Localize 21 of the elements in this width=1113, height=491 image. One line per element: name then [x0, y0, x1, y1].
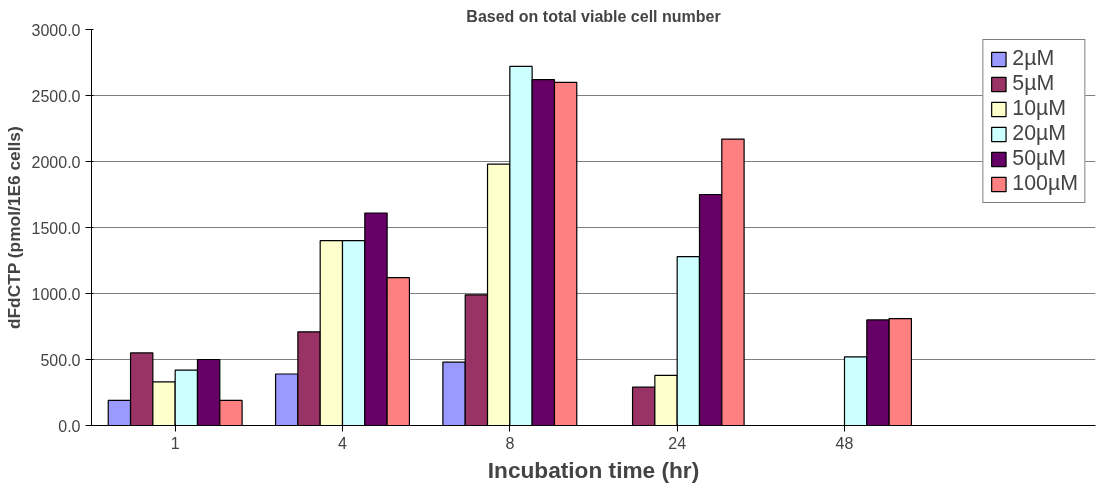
x-axis-title: Incubation time (hr) [487, 456, 700, 483]
legend-label: 20µM [1012, 121, 1067, 146]
x-tick-label: 24 [668, 434, 687, 452]
y-tick-label: 2500.0 [31, 87, 81, 105]
y-axis-title: dFdCTP (pmol/1E6 cells) [3, 126, 24, 330]
x-tick-label: 1 [170, 434, 180, 452]
chart-title: Based on total viable cell number [466, 7, 721, 25]
legend-label: 50µM [1012, 146, 1067, 171]
y-tick-label: 3000.0 [31, 21, 81, 39]
y-tick-label: 0.0 [58, 417, 81, 435]
x-tick-label: 48 [835, 434, 854, 452]
y-tick-label: 500.0 [40, 351, 81, 369]
x-tick-label: 4 [338, 434, 348, 452]
legend-label: 10µM [1012, 96, 1067, 121]
legend-label: 5µM [1012, 71, 1055, 96]
legend-label: 100µM [1012, 171, 1078, 196]
y-tick-label: 1500.0 [31, 219, 81, 237]
x-tick-label: 8 [505, 434, 515, 452]
y-tick-label: 1000.0 [31, 285, 81, 303]
legend-label: 2µM [1012, 46, 1055, 71]
y-tick-label: 2000.0 [31, 153, 81, 171]
